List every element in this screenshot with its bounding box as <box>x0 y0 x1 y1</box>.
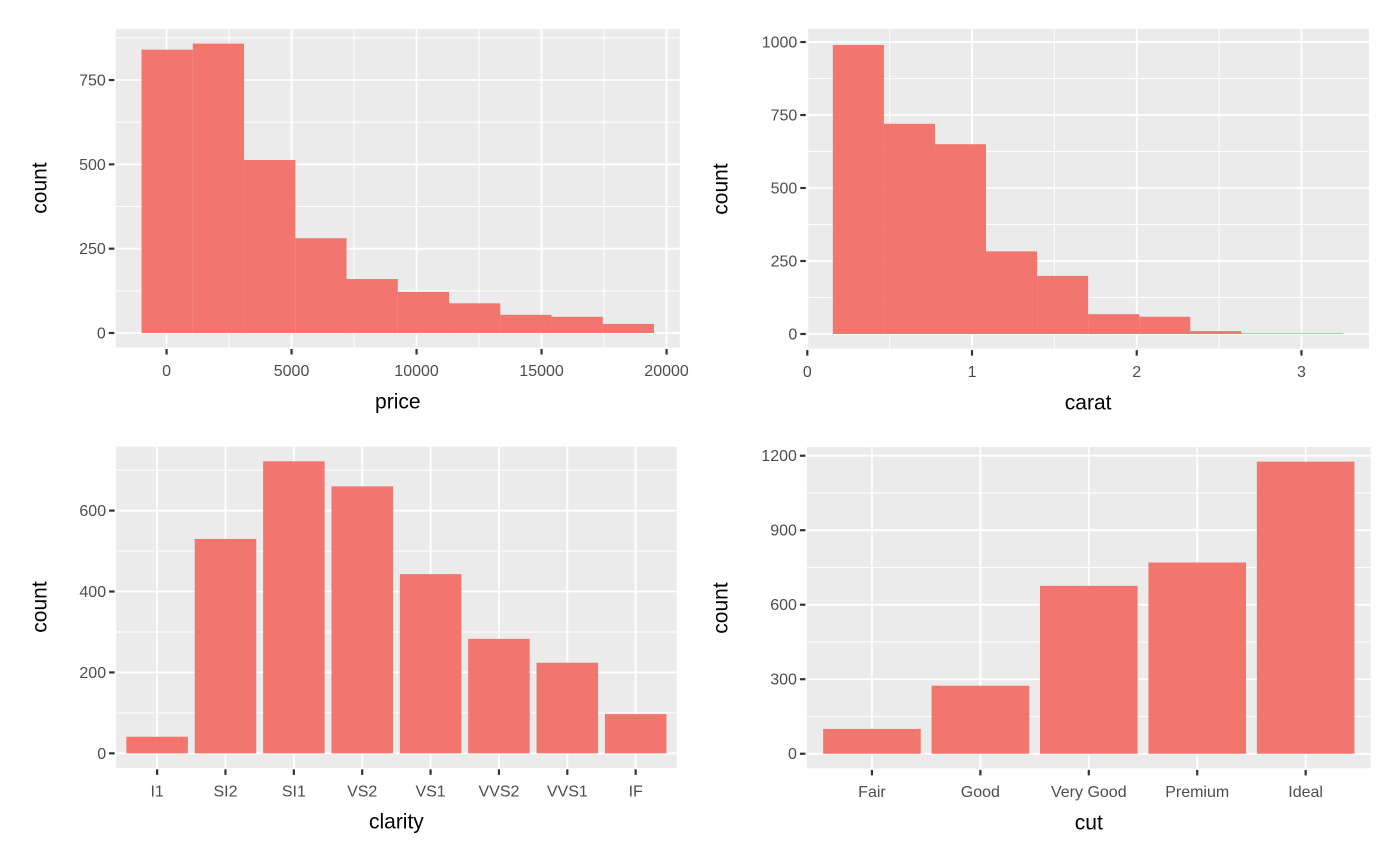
y-axis-title-count: count <box>709 582 733 634</box>
subplot-clarity: 0 200 400 600 I1 SI2 SI1 VS2 VS1 VVS2 VVS1 IF clari… <box>0 433 700 866</box>
y-tick-label: 0 <box>97 325 106 342</box>
x-tick-label: 10000 <box>394 363 439 380</box>
y-axis-title-count: count <box>709 163 733 215</box>
bar <box>468 638 530 754</box>
x-tick-label: VS1 <box>415 783 445 800</box>
price-histogram-plot: 0 250 500 750 0 5000 10000 15000 20000 <box>79 29 689 380</box>
cut-bar-plot: 0 300 600 900 1200 Fair Good Very Good Premium Id… <box>761 447 1371 801</box>
bar <box>449 303 501 333</box>
bar <box>295 238 347 333</box>
y-tick-label: 500 <box>79 157 106 174</box>
x-tick-label: 3 <box>1297 364 1306 381</box>
bar <box>604 714 667 754</box>
y-tick-label: 250 <box>79 241 106 258</box>
bar <box>331 486 393 754</box>
x-axis-title-carat: carat <box>1064 391 1112 415</box>
bar <box>1088 314 1140 335</box>
x-tick-label: 0 <box>162 363 171 380</box>
bar <box>1148 562 1247 754</box>
bar <box>832 44 884 335</box>
subplot-carat: 0 250 500 750 1000 0 1 2 3 carat count <box>700 0 1400 433</box>
y-tick-label: 250 <box>771 253 798 270</box>
y-tick-label: 400 <box>79 584 106 601</box>
bar <box>823 728 921 754</box>
bar <box>1190 331 1242 335</box>
bar <box>1139 316 1191 335</box>
bar <box>141 49 193 333</box>
y-tick-label: 750 <box>771 107 798 124</box>
x-tick-label: Ideal <box>1288 784 1323 801</box>
x-tick-label: SI1 <box>282 783 306 800</box>
bar <box>934 144 987 335</box>
bar <box>1037 275 1089 335</box>
bar <box>551 316 603 333</box>
x-tick-label: 20000 <box>644 363 689 380</box>
x-tick-label: VVS1 <box>547 783 588 800</box>
x-tick-label: I1 <box>150 783 163 800</box>
y-tick-label: 600 <box>770 597 797 614</box>
subplot-price: 0 250 500 750 0 5000 10000 15000 20000 price cou… <box>0 0 700 433</box>
bar <box>986 251 1038 335</box>
bar <box>346 279 398 333</box>
y-tick-label: 600 <box>79 503 106 520</box>
y-tick-label: 300 <box>770 672 797 689</box>
bar <box>397 291 450 333</box>
y-tick-label: 200 <box>79 665 106 682</box>
subplot-cut: 0 300 600 900 1200 Fair Good Very Good Premium Id… <box>700 433 1400 866</box>
bar <box>263 461 325 754</box>
x-tick-label: Good <box>961 784 1000 801</box>
x-tick-label: Very Good <box>1051 784 1127 801</box>
y-axis-title-count: count <box>28 162 52 214</box>
x-axis-title-price: price <box>375 390 421 414</box>
bar <box>1040 585 1138 754</box>
bar <box>1256 461 1355 754</box>
x-tick-label: 1 <box>968 364 977 381</box>
bar <box>126 736 188 754</box>
x-tick-label: 15000 <box>519 363 564 380</box>
y-tick-label: 750 <box>79 72 106 89</box>
x-tick-label: VVS2 <box>478 783 519 800</box>
bar <box>602 323 655 333</box>
y-tick-label: 0 <box>97 746 106 763</box>
bar <box>1292 333 1344 335</box>
y-tick-label: 900 <box>770 523 797 540</box>
clarity-bar-plot: 0 200 400 600 I1 SI2 SI1 VS2 VS1 VVS2 VVS1 IF <box>79 446 677 800</box>
x-tick-label: 5000 <box>274 363 310 380</box>
carat-histogram-plot: 0 250 500 750 1000 0 1 2 3 <box>762 28 1369 381</box>
bar <box>536 662 599 754</box>
x-axis-title-cut: cut <box>1074 811 1103 835</box>
x-tick-label: Premium <box>1165 784 1229 801</box>
x-tick-label: IF <box>629 783 643 800</box>
y-tick-label: 500 <box>771 180 798 197</box>
y-tick-label: 1000 <box>762 34 798 51</box>
bar <box>500 314 552 333</box>
x-axis-title-clarity: clarity <box>368 810 424 834</box>
bar <box>192 43 245 333</box>
y-tick-label: 0 <box>788 326 797 343</box>
x-tick-label: VS2 <box>347 783 377 800</box>
y-tick-label: 1200 <box>761 448 797 465</box>
x-tick-label: 0 <box>803 364 812 381</box>
bar <box>931 685 1030 754</box>
x-tick-label: Fair <box>858 784 886 801</box>
bar <box>244 159 296 333</box>
x-tick-label: 2 <box>1132 364 1141 381</box>
y-tick-label: 0 <box>788 746 797 763</box>
y-axis-title-count: count <box>28 581 52 633</box>
bar <box>1241 333 1293 335</box>
x-tick-label: SI2 <box>213 783 237 800</box>
bar <box>194 538 257 754</box>
bar <box>399 574 462 754</box>
bar <box>883 123 935 335</box>
